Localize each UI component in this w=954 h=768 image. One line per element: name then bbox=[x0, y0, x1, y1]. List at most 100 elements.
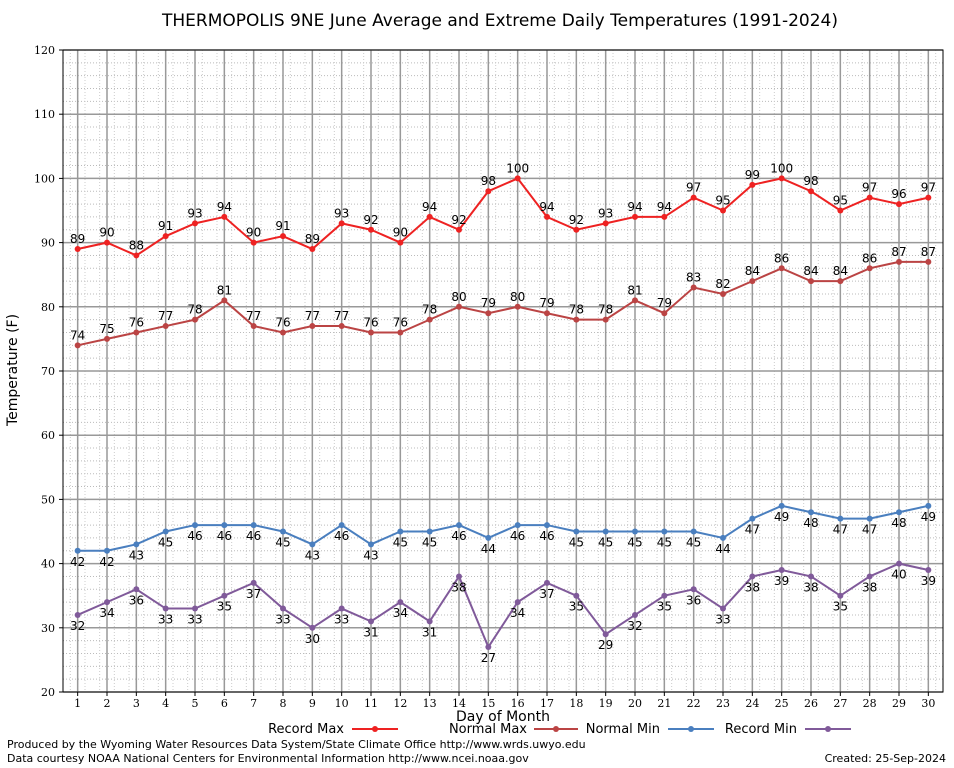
data-label: 94 bbox=[627, 200, 642, 214]
data-label: 77 bbox=[334, 309, 349, 323]
data-label: 97 bbox=[921, 181, 936, 195]
data-label: 78 bbox=[598, 303, 613, 317]
data-label: 46 bbox=[451, 529, 466, 543]
x-tick-label: 21 bbox=[657, 697, 671, 710]
data-label: 47 bbox=[833, 523, 848, 537]
series-normal-max: 74 75 76 77 78 81 77 76 77 77 76 76 78 80 79 80 79 78 78 81… bbox=[70, 245, 936, 349]
data-point bbox=[426, 528, 433, 535]
data-point bbox=[397, 239, 404, 246]
data-point bbox=[104, 239, 110, 246]
data-point bbox=[338, 605, 345, 612]
data-point bbox=[250, 239, 257, 246]
data-point bbox=[104, 547, 110, 554]
data-label: 87 bbox=[921, 245, 936, 259]
data-label: 93 bbox=[598, 206, 613, 220]
data-point bbox=[280, 528, 286, 535]
data-label: 43 bbox=[129, 548, 144, 562]
data-label: 90 bbox=[246, 226, 261, 240]
data-label: 96 bbox=[891, 187, 906, 201]
x-tick-label: 17 bbox=[540, 697, 554, 710]
x-tick-label: 15 bbox=[481, 697, 495, 710]
data-label: 46 bbox=[187, 529, 202, 543]
data-label: 74 bbox=[70, 328, 85, 342]
data-point bbox=[397, 599, 404, 606]
data-point bbox=[573, 316, 580, 323]
data-label: 36 bbox=[129, 593, 144, 607]
data-label: 38 bbox=[745, 580, 760, 594]
y-tick-label: 80 bbox=[41, 301, 55, 314]
data-point bbox=[866, 194, 873, 201]
y-tick-label: 100 bbox=[34, 172, 55, 185]
data-label: 27 bbox=[481, 651, 496, 665]
series-record-min: 32 34 36 33 33 35 37 33 30 33 31 34 31 38 27 34 37 35 29 32… bbox=[70, 560, 936, 665]
data-point bbox=[896, 560, 902, 567]
data-label: 92 bbox=[451, 213, 466, 227]
data-point bbox=[192, 316, 198, 323]
x-tick-label: 7 bbox=[250, 697, 257, 710]
data-label: 92 bbox=[363, 213, 378, 227]
data-label: 33 bbox=[158, 613, 173, 627]
chart-title: THERMOPOLIS 9NE June Average and Extreme… bbox=[161, 11, 838, 31]
data-label: 42 bbox=[99, 555, 114, 569]
x-tick-label: 6 bbox=[221, 697, 228, 710]
data-point bbox=[866, 515, 873, 522]
data-label: 84 bbox=[803, 264, 818, 278]
data-label: 48 bbox=[891, 516, 906, 530]
data-point bbox=[309, 624, 316, 631]
data-point bbox=[397, 528, 404, 535]
data-point bbox=[632, 213, 638, 220]
x-tick-label: 30 bbox=[921, 697, 935, 710]
data-point bbox=[250, 522, 257, 529]
data-point bbox=[632, 528, 638, 535]
data-label: 80 bbox=[451, 290, 466, 304]
data-point bbox=[544, 310, 550, 317]
x-tick-label: 10 bbox=[335, 697, 349, 710]
data-label: 76 bbox=[393, 315, 408, 329]
data-point bbox=[485, 310, 492, 317]
data-point bbox=[808, 278, 814, 285]
x-tick-label: 20 bbox=[628, 697, 642, 710]
data-point bbox=[896, 201, 902, 208]
data-label: 35 bbox=[569, 600, 584, 614]
data-point bbox=[573, 592, 580, 599]
data-label: 77 bbox=[305, 309, 320, 323]
y-tick-label: 110 bbox=[34, 108, 55, 121]
y-tick-label: 120 bbox=[34, 44, 55, 57]
data-label: 82 bbox=[715, 277, 730, 291]
data-point bbox=[602, 631, 609, 638]
x-tick-label: 18 bbox=[569, 697, 583, 710]
data-point bbox=[661, 528, 668, 535]
data-point bbox=[720, 290, 726, 297]
data-point bbox=[456, 573, 462, 580]
data-point bbox=[690, 284, 697, 291]
legend-marker bbox=[688, 726, 694, 732]
data-point bbox=[925, 258, 932, 265]
data-label: 35 bbox=[217, 600, 232, 614]
x-tick-label: 24 bbox=[745, 697, 759, 710]
data-point bbox=[309, 323, 316, 330]
data-point bbox=[426, 316, 433, 323]
data-point bbox=[485, 534, 492, 541]
data-point bbox=[690, 586, 697, 593]
x-tick-label: 4 bbox=[162, 697, 169, 710]
data-label: 86 bbox=[862, 251, 877, 265]
data-label: 100 bbox=[770, 161, 793, 175]
data-point bbox=[925, 194, 932, 201]
y-tick-label: 40 bbox=[41, 558, 55, 571]
data-point bbox=[221, 592, 228, 599]
data-label: 33 bbox=[187, 613, 202, 627]
data-label: 31 bbox=[363, 625, 378, 639]
data-label: 43 bbox=[363, 548, 378, 562]
data-label: 39 bbox=[774, 574, 789, 588]
legend-item-record-max: Record Max bbox=[268, 722, 398, 737]
data-label: 81 bbox=[627, 283, 642, 297]
data-point bbox=[426, 213, 433, 220]
series-record-max: 89 90 88 91 93 94 90 91 89 93 92 90 94 92 98 100 94 92 93 9… bbox=[70, 161, 936, 259]
data-label: 98 bbox=[803, 174, 818, 188]
data-point bbox=[544, 522, 550, 529]
data-label: 84 bbox=[745, 264, 760, 278]
data-label: 97 bbox=[686, 181, 701, 195]
data-point bbox=[162, 323, 169, 330]
data-label: 46 bbox=[334, 529, 349, 543]
